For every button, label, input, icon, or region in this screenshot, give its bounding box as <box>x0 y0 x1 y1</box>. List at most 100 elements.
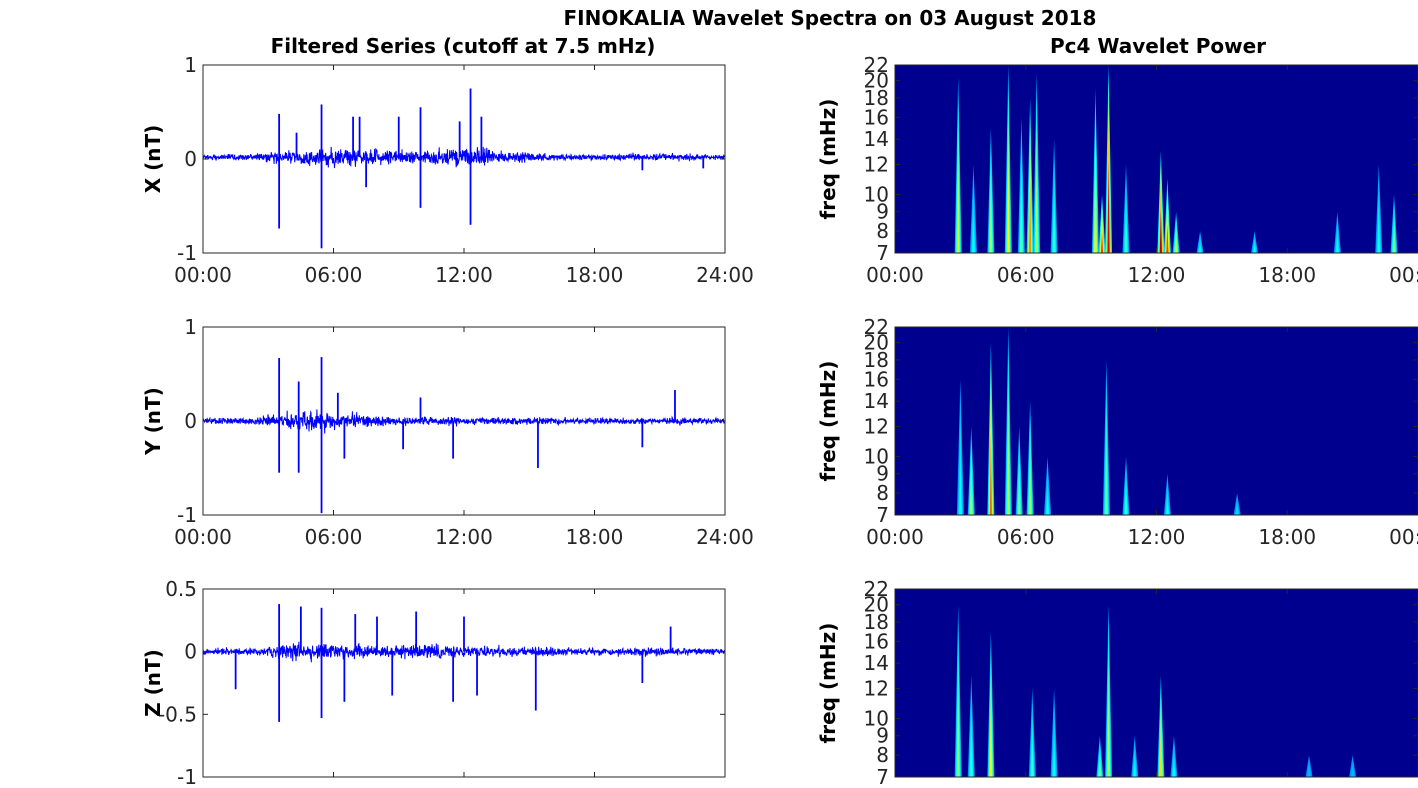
y-tick-label: 20 <box>864 593 889 617</box>
y-tick-label: 12 <box>864 415 889 439</box>
y-tick-label: 0.5 <box>165 577 197 601</box>
power-burst <box>1124 216 1128 253</box>
y-tick-label: 16 <box>864 367 889 391</box>
y-tick-label: -1 <box>177 765 197 788</box>
panel-line-2: -1 -0.5 0 0.5 Z (nT) <box>141 577 726 788</box>
x-tick-label: 00:00 <box>1389 525 1418 549</box>
y-tick-label: 20 <box>864 331 889 355</box>
power-burst <box>1105 443 1108 515</box>
power-burst <box>989 710 992 777</box>
y-tick-label: 9 <box>876 724 889 748</box>
power-burst <box>1159 209 1162 253</box>
power-burst <box>1377 216 1380 253</box>
spectrogram-background <box>895 65 1418 253</box>
power-burst <box>1018 478 1021 515</box>
panel-line-1: -1 0 1 00:00 06:00 12:00 18:00 24:00 Y (nT) <box>141 315 754 549</box>
y-axis-label: freq (mHz) <box>816 99 840 220</box>
x-tick-label: 12:00 <box>435 263 493 287</box>
y-tick-label: 12 <box>864 153 889 177</box>
power-burst <box>989 432 992 515</box>
power-burst <box>1052 740 1056 777</box>
power-burst <box>1035 165 1038 253</box>
y-tick-label: 0 <box>184 409 197 433</box>
power-burst <box>970 478 973 515</box>
y-tick-label: 0 <box>184 147 197 171</box>
y-tick-label: 8 <box>876 743 889 767</box>
power-burst <box>1094 175 1097 253</box>
right-column-title: Pc4 Wavelet Power <box>1050 34 1266 58</box>
y-axis-label: Z (nT) <box>141 649 165 717</box>
x-tick-label: 06:00 <box>305 263 363 287</box>
x-tick-label: 06:00 <box>997 525 1055 549</box>
y-tick-label: 7 <box>876 241 889 265</box>
x-tick-label: 00:00 <box>174 525 232 549</box>
power-burst <box>1133 761 1136 777</box>
power-burst <box>1098 761 1101 777</box>
y-tick-label: 8 <box>876 481 889 505</box>
power-burst <box>1046 492 1049 515</box>
y-tick-label: 22 <box>864 315 889 339</box>
power-burst <box>1307 768 1311 777</box>
series-line <box>203 409 725 434</box>
y-axis-label: freq (mHz) <box>816 361 840 482</box>
y-tick-label: 16 <box>864 629 889 653</box>
power-burst <box>1253 244 1256 253</box>
power-burst <box>1172 761 1176 777</box>
y-axis-label: freq (mHz) <box>816 623 840 744</box>
y-axis-label: X (nT) <box>141 125 165 194</box>
power-burst <box>1007 423 1010 515</box>
power-burst <box>1351 768 1354 777</box>
y-tick-label: 16 <box>864 105 889 129</box>
power-burst <box>1107 694 1110 777</box>
x-tick-label: 00:00 <box>1389 263 1418 287</box>
y-tick-label: 9 <box>876 200 889 224</box>
x-tick-label: 00:00 <box>866 525 924 549</box>
power-burst <box>1166 223 1169 253</box>
y-tick-label: 8 <box>876 219 889 243</box>
power-burst <box>1029 465 1032 515</box>
y-tick-label: 1 <box>184 53 197 77</box>
x-tick-label: 12:00 <box>435 525 493 549</box>
x-tick-label: 12:00 <box>1128 263 1186 287</box>
power-burst <box>1100 230 1104 253</box>
x-tick-label: 06:00 <box>997 263 1055 287</box>
x-tick-label: 24:00 <box>696 263 754 287</box>
left-column-title: Filtered Series (cutoff at 7.5 mHz) <box>271 34 656 58</box>
series-line <box>203 641 725 663</box>
y-tick-label: 10 <box>864 444 889 468</box>
y-tick-label: -1 <box>177 503 197 527</box>
power-burst <box>1124 492 1128 515</box>
power-burst <box>1052 203 1056 253</box>
y-tick-label: 18 <box>864 86 889 110</box>
power-burst <box>1007 161 1010 253</box>
power-burst <box>1198 244 1202 253</box>
power-burst <box>1166 499 1169 515</box>
power-burst <box>1236 506 1239 515</box>
power-burst <box>1175 237 1178 253</box>
spectrogram-background <box>895 589 1418 777</box>
y-tick-label: 20 <box>864 69 889 93</box>
y-tick-label: 18 <box>864 348 889 372</box>
suptitle: FINOKALIA Wavelet Spectra on 03 August 2… <box>564 6 1097 30</box>
power-burst <box>957 694 960 777</box>
y-tick-label: -1 <box>177 241 197 265</box>
y-tick-label: 10 <box>864 706 889 730</box>
y-tick-label: 18 <box>864 610 889 634</box>
power-burst <box>972 216 975 253</box>
x-tick-label: 00:00 <box>866 263 924 287</box>
y-tick-label: 14 <box>864 651 889 675</box>
x-tick-label: 12:00 <box>1128 525 1186 549</box>
y-axis-label: Y (nT) <box>141 387 165 456</box>
series-line <box>203 146 725 169</box>
y-tick-label: 14 <box>864 389 889 413</box>
x-tick-label: 18:00 <box>1258 263 1316 287</box>
y-tick-label: -0.5 <box>158 702 197 726</box>
y-tick-label: 7 <box>876 503 889 527</box>
power-burst <box>989 197 992 253</box>
power-burst <box>1031 740 1034 777</box>
y-tick-label: 22 <box>864 53 889 77</box>
